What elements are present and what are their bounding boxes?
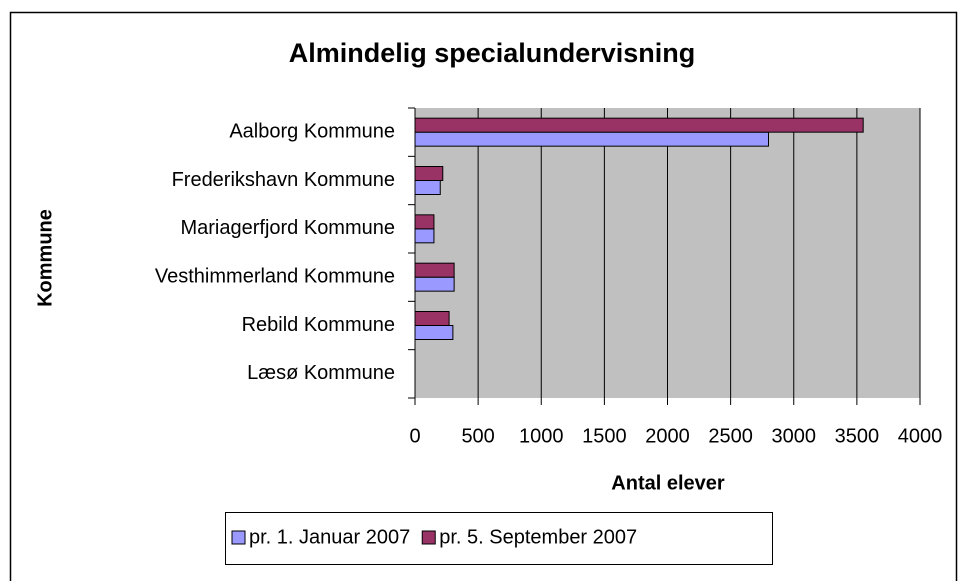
bar <box>414 131 769 147</box>
x-axis-title: Antal elever <box>611 472 725 494</box>
y-axis-title: Kommune <box>34 209 56 307</box>
x-tick-label: 2000 <box>645 425 690 447</box>
bar <box>414 262 455 278</box>
legend-label: pr. 5. September 2007 <box>439 526 637 548</box>
legend-label: pr. 1. Januar 2007 <box>249 526 410 548</box>
y-tick-label: Aalborg Kommune <box>229 120 395 142</box>
legend-swatch <box>421 530 436 545</box>
y-tick-label: Rebild Kommune <box>242 314 395 336</box>
legend-box <box>225 512 773 565</box>
y-tick-label: Mariagerfjord Kommune <box>180 217 395 239</box>
x-tick-label: 1500 <box>582 425 627 447</box>
y-tick-label: Frederikshavn Kommune <box>172 169 395 191</box>
x-tick-label: 500 <box>461 425 494 447</box>
x-tick-label: 3000 <box>772 425 817 447</box>
bar <box>414 276 455 292</box>
bar <box>414 117 864 133</box>
y-tick-label: Læsø Kommune <box>247 362 395 384</box>
chart-title: Almindelig specialundervisning <box>289 38 696 68</box>
x-tick-label: 1000 <box>519 425 564 447</box>
legend-swatch <box>231 530 246 545</box>
bar <box>414 180 441 195</box>
x-tick-label: 4000 <box>898 425 943 447</box>
x-tick-label: 0 <box>409 425 420 447</box>
x-tick-label: 3500 <box>835 425 880 447</box>
bar <box>414 325 454 340</box>
bar <box>414 166 444 181</box>
bar <box>414 228 435 244</box>
bar <box>414 311 450 326</box>
y-tick-label: Vesthimmerland Kommune <box>155 265 395 287</box>
x-tick-label: 2500 <box>708 425 753 447</box>
bar <box>414 214 435 230</box>
